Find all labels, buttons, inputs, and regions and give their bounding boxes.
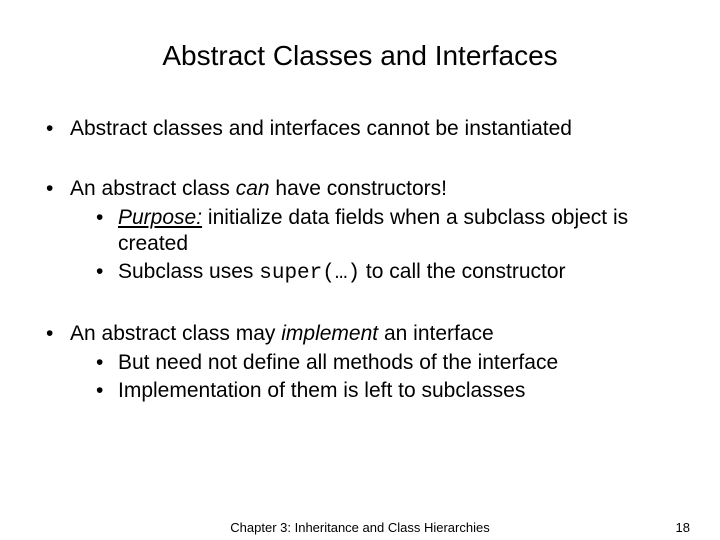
bullet-text-part: an interface xyxy=(378,322,494,345)
bullet-text-part: Subclass uses xyxy=(118,260,259,283)
bullet-text-code: super(…) xyxy=(259,262,360,285)
bullet-item: An abstract class can have constructors!… xyxy=(40,176,692,287)
slide: Abstract Classes and Interfaces Abstract… xyxy=(0,0,720,540)
sub-bullet-item: Implementation of them is left to subcla… xyxy=(92,378,692,404)
bullet-text-part: to call the constructor xyxy=(360,260,565,283)
bullet-text: Implementation of them is left to subcla… xyxy=(118,379,525,402)
sub-bullet-list: But need not define all methods of the i… xyxy=(70,350,692,405)
bullet-text-part: An abstract class may xyxy=(70,322,281,345)
footer-page-number: 18 xyxy=(676,520,690,535)
bullet-text-underline: Purpose: xyxy=(118,206,202,229)
bullet-text-emphasis: implement xyxy=(281,322,378,345)
footer-chapter: Chapter 3: Inheritance and Class Hierarc… xyxy=(0,520,720,535)
sub-bullet-item: Purpose: initialize data fields when a s… xyxy=(92,205,692,258)
bullet-text-part: have constructors! xyxy=(270,177,447,200)
bullet-text-emphasis: can xyxy=(236,177,270,200)
bullet-text-part: An abstract class xyxy=(70,177,236,200)
bullet-item: Abstract classes and interfaces cannot b… xyxy=(40,116,692,142)
bullet-item: An abstract class may implement an inter… xyxy=(40,321,692,404)
sub-bullet-item: But need not define all methods of the i… xyxy=(92,350,692,376)
sub-bullet-list: Purpose: initialize data fields when a s… xyxy=(70,205,692,288)
sub-bullet-item: Subclass uses super(…) to call the const… xyxy=(92,259,692,287)
bullet-text: But need not define all methods of the i… xyxy=(118,351,558,374)
slide-title: Abstract Classes and Interfaces xyxy=(28,40,692,72)
bullet-list: Abstract classes and interfaces cannot b… xyxy=(28,116,692,404)
slide-body: Abstract classes and interfaces cannot b… xyxy=(28,116,692,404)
bullet-text: Abstract classes and interfaces cannot b… xyxy=(70,117,572,140)
